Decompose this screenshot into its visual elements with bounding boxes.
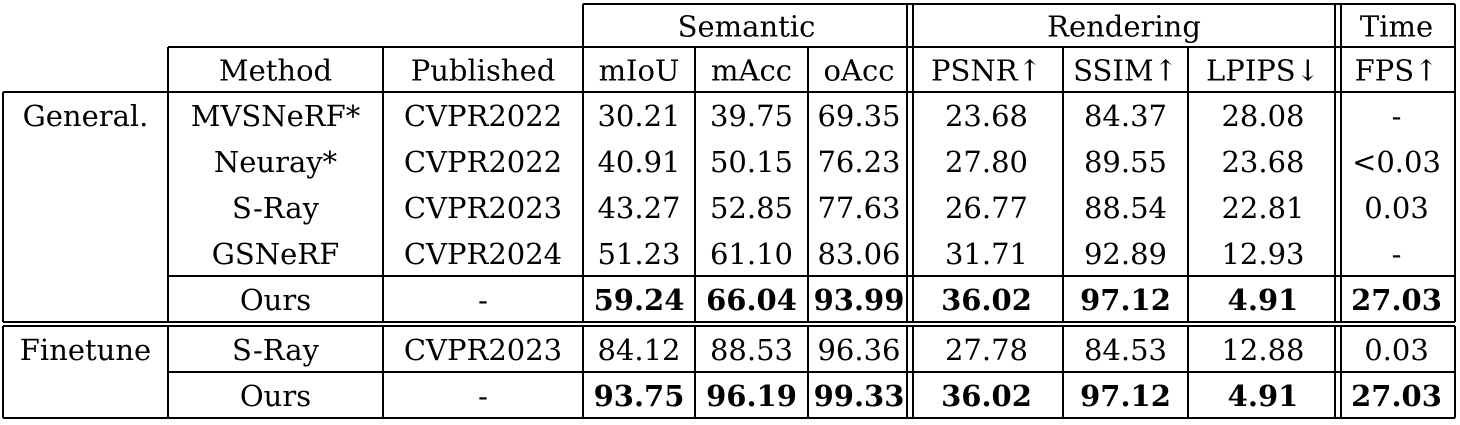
cell-s0-r0-c5: 23.68: [945, 99, 1028, 133]
cell-s0-r1-c7: 23.68: [1221, 145, 1304, 179]
cell-s1-r0-c4: 96.36: [817, 333, 900, 367]
cell-s0-r4-c3: 66.04: [706, 283, 797, 317]
section-label-1: Finetune: [20, 333, 151, 367]
column-header-3: mIoU: [599, 54, 680, 88]
cell-s1-r1-c6: 97.12: [1080, 379, 1171, 413]
cell-s1-r0-c8: 0.03: [1364, 333, 1429, 367]
cell-s0-r1-c8: <0.03: [1352, 145, 1441, 179]
cell-s0-r4-c0: Ours: [240, 283, 311, 317]
cell-s1-r1-c2: 93.75: [594, 379, 685, 413]
cell-s0-r0-c7: 28.08: [1221, 99, 1304, 133]
table-text: Semantic Rendering Time Method Published mIoU…: [20, 10, 1442, 414]
table-rules: [2, 3, 1456, 419]
cell-s1-r0-c2: 84.12: [597, 333, 680, 367]
cell-s1-r0-c1: CVPR2023: [404, 333, 562, 367]
cell-s0-r3-c4: 83.06: [817, 237, 900, 271]
column-header-2: Published: [411, 54, 556, 88]
cell-s0-r3-c6: 92.89: [1084, 237, 1167, 271]
cell-s1-r0-c3: 88.53: [710, 333, 793, 367]
cell-s1-r0-c7: 12.88: [1221, 333, 1304, 367]
cell-s0-r2-c0: S-Ray: [232, 191, 320, 225]
column-header-5: oAcc: [824, 54, 895, 88]
cell-s0-r3-c3: 61.10: [710, 237, 793, 271]
group-header-rendering: Rendering: [1047, 10, 1201, 44]
cell-s1-r0-c5: 27.78: [945, 333, 1028, 367]
cell-s0-r0-c8: -: [1392, 99, 1402, 133]
cell-s0-r2-c6: 88.54: [1084, 191, 1167, 225]
cell-s0-r4-c2: 59.24: [594, 283, 685, 317]
cell-s0-r1-c1: CVPR2022: [404, 145, 562, 179]
cell-s0-r2-c5: 26.77: [945, 191, 1028, 225]
group-header-semantic: Semantic: [678, 10, 816, 44]
cell-s1-r1-c8: 27.03: [1351, 379, 1442, 413]
cell-s0-r4-c6: 97.12: [1080, 283, 1171, 317]
cell-s0-r2-c2: 43.27: [597, 191, 680, 225]
cell-s1-r0-c0: S-Ray: [232, 333, 320, 367]
cell-s0-r1-c0: Neuray*: [214, 145, 338, 179]
cell-s0-r0-c6: 84.37: [1084, 99, 1167, 133]
cell-s0-r4-c4: 93.99: [814, 283, 905, 317]
column-header-8: LPIPS↓: [1206, 54, 1320, 88]
section-label-0: General.: [23, 99, 149, 133]
cell-s0-r0-c2: 30.21: [597, 99, 680, 133]
cell-s0-r2-c7: 22.81: [1221, 191, 1304, 225]
cell-s0-r0-c0: MVSNeRF*: [191, 99, 361, 133]
cell-s0-r1-c4: 76.23: [817, 145, 900, 179]
cell-s0-r2-c1: CVPR2023: [404, 191, 562, 225]
cell-s0-r1-c2: 40.91: [597, 145, 680, 179]
cell-s1-r1-c7: 4.91: [1228, 379, 1299, 413]
cell-s0-r3-c8: -: [1392, 237, 1402, 271]
column-header-7: SSIM↑: [1073, 54, 1178, 88]
column-header-9: FPS↑: [1355, 54, 1439, 88]
cell-s0-r2-c4: 77.63: [817, 191, 900, 225]
cell-s0-r1-c6: 89.55: [1084, 145, 1167, 179]
cell-s0-r2-c3: 52.85: [710, 191, 793, 225]
cell-s0-r4-c5: 36.02: [941, 283, 1032, 317]
cell-s0-r1-c3: 50.15: [710, 145, 793, 179]
cell-s0-r4-c8: 27.03: [1351, 283, 1442, 317]
cell-s0-r3-c1: CVPR2024: [404, 237, 562, 271]
group-header-time: Time: [1360, 10, 1433, 44]
cell-s0-r4-c1: -: [478, 283, 488, 317]
cell-s1-r1-c4: 99.33: [814, 379, 905, 413]
column-header-6: PSNR↑: [931, 54, 1042, 88]
cell-s1-r0-c6: 84.53: [1084, 333, 1167, 367]
cell-s0-r0-c4: 69.35: [817, 99, 900, 133]
cell-s1-r1-c1: -: [478, 379, 488, 413]
cell-s0-r0-c3: 39.75: [710, 99, 793, 133]
cell-s0-r4-c7: 4.91: [1228, 283, 1299, 317]
cell-s0-r3-c7: 12.93: [1221, 237, 1304, 271]
column-header-4: mAcc: [711, 54, 792, 88]
cell-s0-r2-c8: 0.03: [1364, 191, 1429, 225]
cell-s1-r1-c0: Ours: [240, 379, 311, 413]
cell-s0-r3-c2: 51.23: [597, 237, 680, 271]
cell-s0-r3-c5: 31.71: [945, 237, 1028, 271]
cell-s0-r3-c0: GSNeRF: [212, 237, 340, 271]
cell-s1-r1-c3: 96.19: [706, 379, 797, 413]
cell-s1-r1-c5: 36.02: [941, 379, 1032, 413]
cell-s0-r0-c1: CVPR2022: [404, 99, 562, 133]
column-header-1: Method: [219, 54, 332, 88]
cell-s0-r1-c5: 27.80: [945, 145, 1028, 179]
